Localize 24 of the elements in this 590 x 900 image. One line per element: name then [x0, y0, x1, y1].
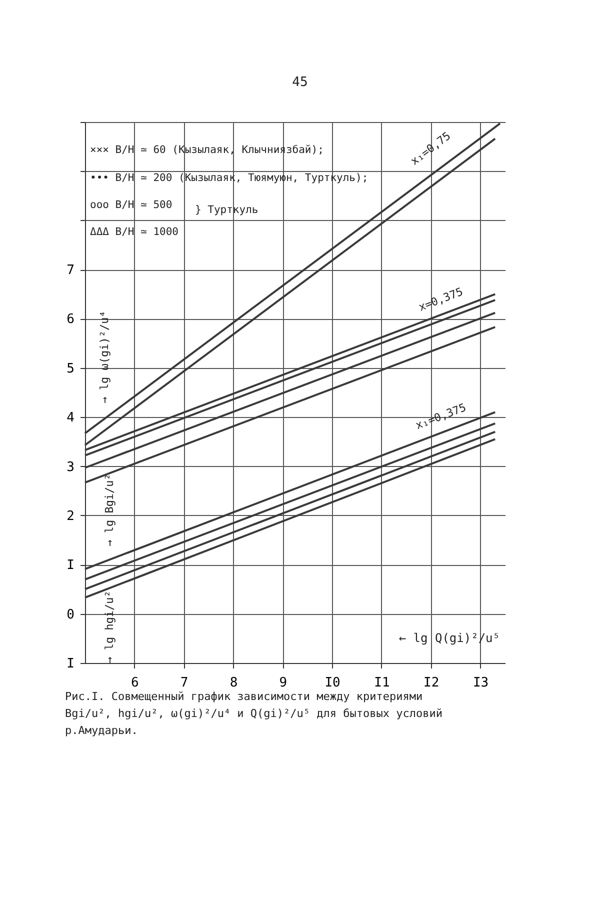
x-tick-label: 6 — [131, 676, 139, 690]
y-tick-label: 3 — [66, 460, 74, 475]
x-tick-label: I1 — [374, 676, 390, 690]
annotation: ΔΔΔ B/H ≃ 1000 — [90, 226, 179, 238]
x-tick-label: I3 — [472, 676, 489, 690]
annotation: ooo B/H ≃ 500 — [90, 199, 172, 211]
y-tick-label: 5 — [66, 361, 74, 376]
x-tick-label: 9 — [279, 676, 288, 690]
y-tick-label: I — [66, 558, 74, 574]
x-tick-label: 7 — [180, 676, 188, 690]
y-tick-label: I — [66, 656, 74, 672]
y-tick-label: 0 — [66, 607, 74, 622]
y-tick-label: 4 — [66, 410, 75, 426]
x-tick-label: I0 — [324, 676, 340, 690]
x-tick-label: 8 — [230, 676, 238, 690]
annotation: → lg hgi/u² — [103, 590, 116, 664]
text: 45 — [292, 75, 308, 90]
y-tick-label: 7 — [66, 263, 74, 278]
y-tick-label: 2 — [66, 508, 74, 524]
y-tick-label: 6 — [66, 312, 74, 328]
annotation: → lg Bgi/u² — [103, 474, 116, 546]
text: Рис.I. Совмещенный график зависимости между критериями Bgi/u², hgi/u², ω(gi)²/u⁴ и Q(gi)²/u⁵ для бытовых условий р.Амударьи. — [65, 690, 442, 737]
annotation: → lg ω(gi)²/u⁴ — [98, 310, 111, 404]
x-tick-label: I2 — [424, 676, 440, 690]
